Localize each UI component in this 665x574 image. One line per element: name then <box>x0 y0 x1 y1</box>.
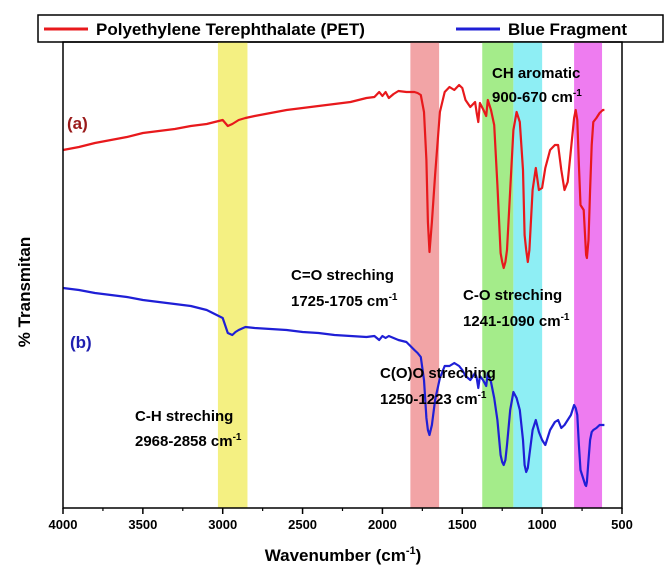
legend-frame <box>37 14 664 43</box>
x-axis: 4000 3500 3000 2500 2000 1500 1000 500 <box>49 508 633 532</box>
annotation-c-o-range-text: 1241-1090 cm <box>463 313 561 330</box>
annotation-co-range-sup: -1 <box>389 292 398 303</box>
annotation-c-o-title: C-O streching <box>463 287 562 304</box>
annotation-ch-aromatic-range-sup: -1 <box>573 88 582 99</box>
annotation-co-range-text: 1725-1705 cm <box>291 293 389 310</box>
series-line-0 <box>62 83 605 270</box>
x-tick-label-7: 500 <box>611 517 633 532</box>
annotation-ch-title: C-H streching <box>135 408 233 425</box>
x-axis-title-end: ) <box>416 546 422 565</box>
annotation-ch-range: 2968-2858 cm-1 <box>135 432 242 450</box>
x-axis-title: Wavenumber (cm-1) <box>265 545 422 565</box>
annotation-ch-aromatic-range: 900-670 cm-1 <box>492 88 582 106</box>
annotation-c-o-range-sup: -1 <box>561 312 570 323</box>
series-tag-b: (b) <box>70 333 92 352</box>
x-tick-label-5: 1500 <box>448 517 477 532</box>
annotation-ch-range-text: 2968-2858 cm <box>135 433 233 450</box>
x-tick-label-6: 1000 <box>528 517 557 532</box>
series-tag-a: (a) <box>67 114 88 133</box>
series-line-1 <box>62 286 605 488</box>
legend-label-blue: Blue Fragment <box>508 20 627 39</box>
annotation-coo-range-text: 1250-1223 cm <box>380 391 478 408</box>
x-tick-label-0: 4000 <box>49 517 78 532</box>
legend-label-pet: Polyethylene Terephthalate (PET) <box>96 20 365 39</box>
series-lines <box>62 83 605 488</box>
x-axis-title-sup: -1 <box>406 545 416 557</box>
annotation-c-o-range: 1241-1090 cm-1 <box>463 312 570 330</box>
x-tick-label-1: 3500 <box>128 517 157 532</box>
x-tick-label-4: 2000 <box>368 517 397 532</box>
annotations: CH aromatic 900-670 cm-1 C=O streching 1… <box>135 65 582 450</box>
legend: Polyethylene Terephthalate (PET) Blue Fr… <box>37 14 664 43</box>
x-tick-label-2: 3000 <box>208 517 237 532</box>
annotation-coo-title: C(O)O streching <box>380 365 496 382</box>
annotation-ch-aromatic-range-text: 900-670 cm <box>492 89 573 106</box>
annotation-coo-range: 1250-1223 cm-1 <box>380 390 487 408</box>
annotation-ch-range-sup: -1 <box>233 432 242 443</box>
x-axis-title-text: Wavenumber (cm <box>265 546 406 565</box>
y-axis-title: % Transmitan <box>15 237 34 348</box>
annotation-coo-range-sup: -1 <box>478 390 487 401</box>
annotation-co-range: 1725-1705 cm-1 <box>291 292 398 310</box>
annotation-co-title: C=O streching <box>291 267 394 284</box>
x-tick-label-3: 2500 <box>288 517 317 532</box>
annotation-ch-aromatic-title: CH aromatic <box>492 65 580 82</box>
